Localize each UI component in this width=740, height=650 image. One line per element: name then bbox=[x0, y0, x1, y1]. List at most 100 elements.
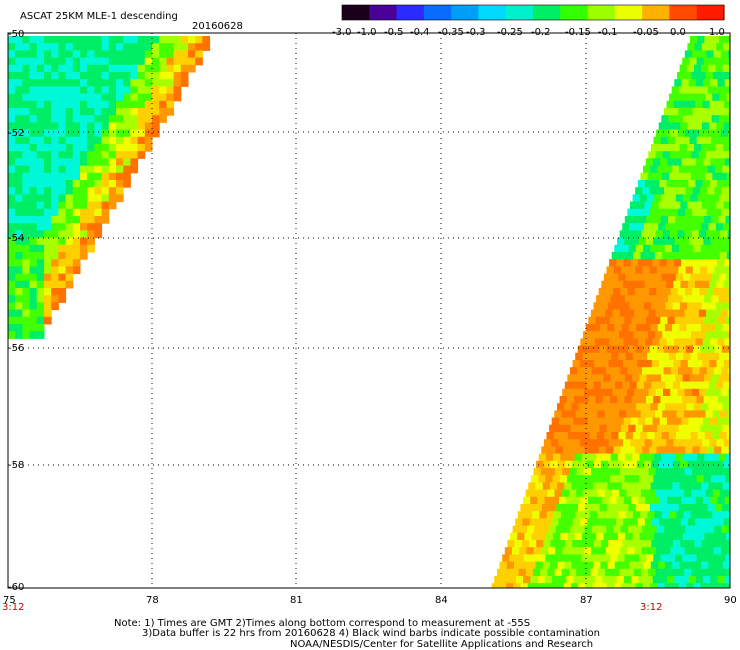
data-cell bbox=[638, 475, 647, 483]
data-cell bbox=[130, 86, 139, 95]
data-cell bbox=[671, 424, 680, 433]
data-cell bbox=[602, 316, 611, 325]
data-cell bbox=[582, 511, 591, 519]
data-cell bbox=[701, 302, 710, 311]
data-cell bbox=[721, 525, 730, 534]
data-cell bbox=[589, 453, 597, 462]
data-cell bbox=[603, 295, 611, 303]
data-cell bbox=[713, 151, 721, 159]
data-cell bbox=[676, 410, 685, 419]
data-cell bbox=[506, 561, 515, 570]
data-cell bbox=[672, 482, 680, 491]
data-cell bbox=[173, 86, 182, 95]
data-cell bbox=[573, 496, 582, 505]
data-cell bbox=[569, 547, 578, 555]
data-cell bbox=[44, 108, 52, 116]
data-cell bbox=[691, 568, 700, 577]
data-cell bbox=[648, 547, 657, 555]
data-cell bbox=[72, 201, 81, 210]
data-cell bbox=[564, 403, 572, 411]
data-cell bbox=[696, 158, 704, 167]
data-cell bbox=[677, 468, 686, 476]
data-cell bbox=[80, 165, 88, 174]
data-cell bbox=[116, 194, 124, 203]
data-cell bbox=[727, 489, 730, 498]
data-cell bbox=[656, 129, 664, 138]
data-cell bbox=[562, 468, 570, 476]
data-cell bbox=[674, 417, 682, 426]
data-cell bbox=[589, 374, 597, 383]
data-cell bbox=[654, 432, 663, 440]
data-cell bbox=[612, 309, 621, 318]
data-cell bbox=[623, 338, 632, 347]
data-cell bbox=[72, 165, 81, 174]
data-cell bbox=[686, 324, 695, 332]
data-cell bbox=[116, 172, 124, 181]
data-cell bbox=[692, 50, 700, 59]
data-cell bbox=[703, 496, 711, 505]
data-cell bbox=[22, 331, 31, 339]
data-cell bbox=[701, 460, 710, 469]
data-cell bbox=[694, 201, 703, 210]
data-cell bbox=[702, 417, 711, 426]
data-cell bbox=[152, 64, 160, 73]
data-cell bbox=[718, 115, 727, 123]
data-cell bbox=[22, 230, 31, 239]
data-cell bbox=[709, 201, 717, 210]
data-cell bbox=[635, 187, 643, 195]
data-cell bbox=[593, 540, 602, 548]
data-cell bbox=[8, 43, 16, 51]
data-cell bbox=[58, 122, 67, 131]
data-cell bbox=[631, 554, 640, 563]
data-cell bbox=[710, 237, 719, 246]
data-cell bbox=[687, 43, 696, 51]
data-cell bbox=[673, 439, 682, 447]
data-cell bbox=[526, 547, 535, 555]
data-cell bbox=[578, 482, 587, 491]
data-cell bbox=[722, 403, 730, 411]
data-cell bbox=[29, 280, 38, 289]
data-cell bbox=[676, 432, 684, 440]
data-cell bbox=[659, 496, 668, 505]
data-cell bbox=[635, 525, 643, 534]
data-cell bbox=[709, 259, 718, 267]
data-cell bbox=[712, 93, 720, 102]
data-cell bbox=[570, 525, 578, 534]
data-cell bbox=[688, 496, 697, 505]
data-cell bbox=[44, 64, 52, 73]
product-date: 20160628 bbox=[192, 21, 243, 32]
color-scale-swatch bbox=[642, 5, 671, 20]
data-cell bbox=[625, 273, 634, 282]
data-cell bbox=[678, 266, 687, 275]
data-cell bbox=[564, 561, 573, 570]
data-cell bbox=[22, 115, 31, 123]
data-cell bbox=[693, 324, 702, 332]
data-cell bbox=[663, 547, 671, 555]
data-cell bbox=[108, 144, 117, 152]
data-cell bbox=[690, 36, 698, 44]
data-cell bbox=[537, 496, 546, 505]
data-cell bbox=[724, 100, 730, 109]
data-cell bbox=[137, 108, 146, 116]
data-cell bbox=[542, 482, 551, 491]
data-cell bbox=[662, 489, 671, 498]
data-cell bbox=[706, 230, 714, 239]
data-cell bbox=[714, 424, 723, 433]
data-cell bbox=[706, 129, 715, 138]
data-cell bbox=[592, 424, 600, 433]
data-cell bbox=[625, 432, 634, 440]
data-cell bbox=[653, 396, 661, 404]
data-cell bbox=[624, 316, 632, 325]
data-cell bbox=[152, 108, 160, 116]
data-cell bbox=[540, 547, 549, 555]
data-cell bbox=[599, 345, 608, 354]
data-cell bbox=[697, 194, 706, 203]
data-cell bbox=[606, 424, 615, 433]
data-cell bbox=[173, 50, 182, 59]
data-cell bbox=[587, 439, 595, 447]
data-cell bbox=[630, 259, 639, 267]
data-cell bbox=[108, 36, 117, 44]
data-cell bbox=[544, 576, 553, 584]
data-cell bbox=[44, 43, 52, 51]
data-cell bbox=[594, 439, 602, 447]
